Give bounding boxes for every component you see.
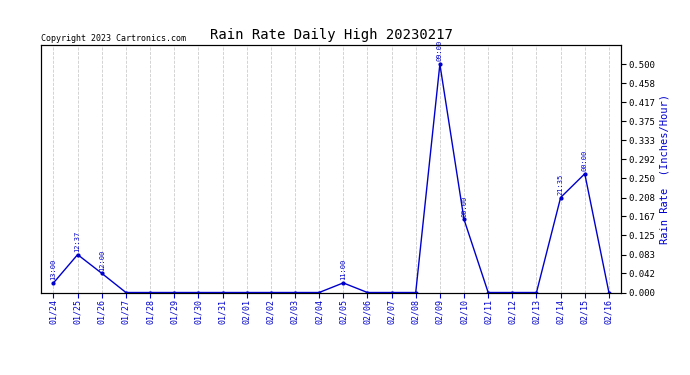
Text: Copyright 2023 Cartronics.com: Copyright 2023 Cartronics.com xyxy=(41,33,186,42)
Text: 21:35: 21:35 xyxy=(558,174,564,195)
Text: 13:00: 13:00 xyxy=(50,259,57,280)
Y-axis label: Rain Rate  (Inches/Hour): Rain Rate (Inches/Hour) xyxy=(660,94,670,244)
Text: 11:00: 11:00 xyxy=(340,259,346,280)
Text: 00:00: 00:00 xyxy=(582,150,588,171)
Text: 12:00: 12:00 xyxy=(99,249,105,270)
Text: 00:00: 00:00 xyxy=(461,195,467,217)
Title: Rain Rate Daily High 20230217: Rain Rate Daily High 20230217 xyxy=(210,28,453,42)
Text: 12:37: 12:37 xyxy=(75,231,81,252)
Text: 09:00: 09:00 xyxy=(437,40,443,62)
